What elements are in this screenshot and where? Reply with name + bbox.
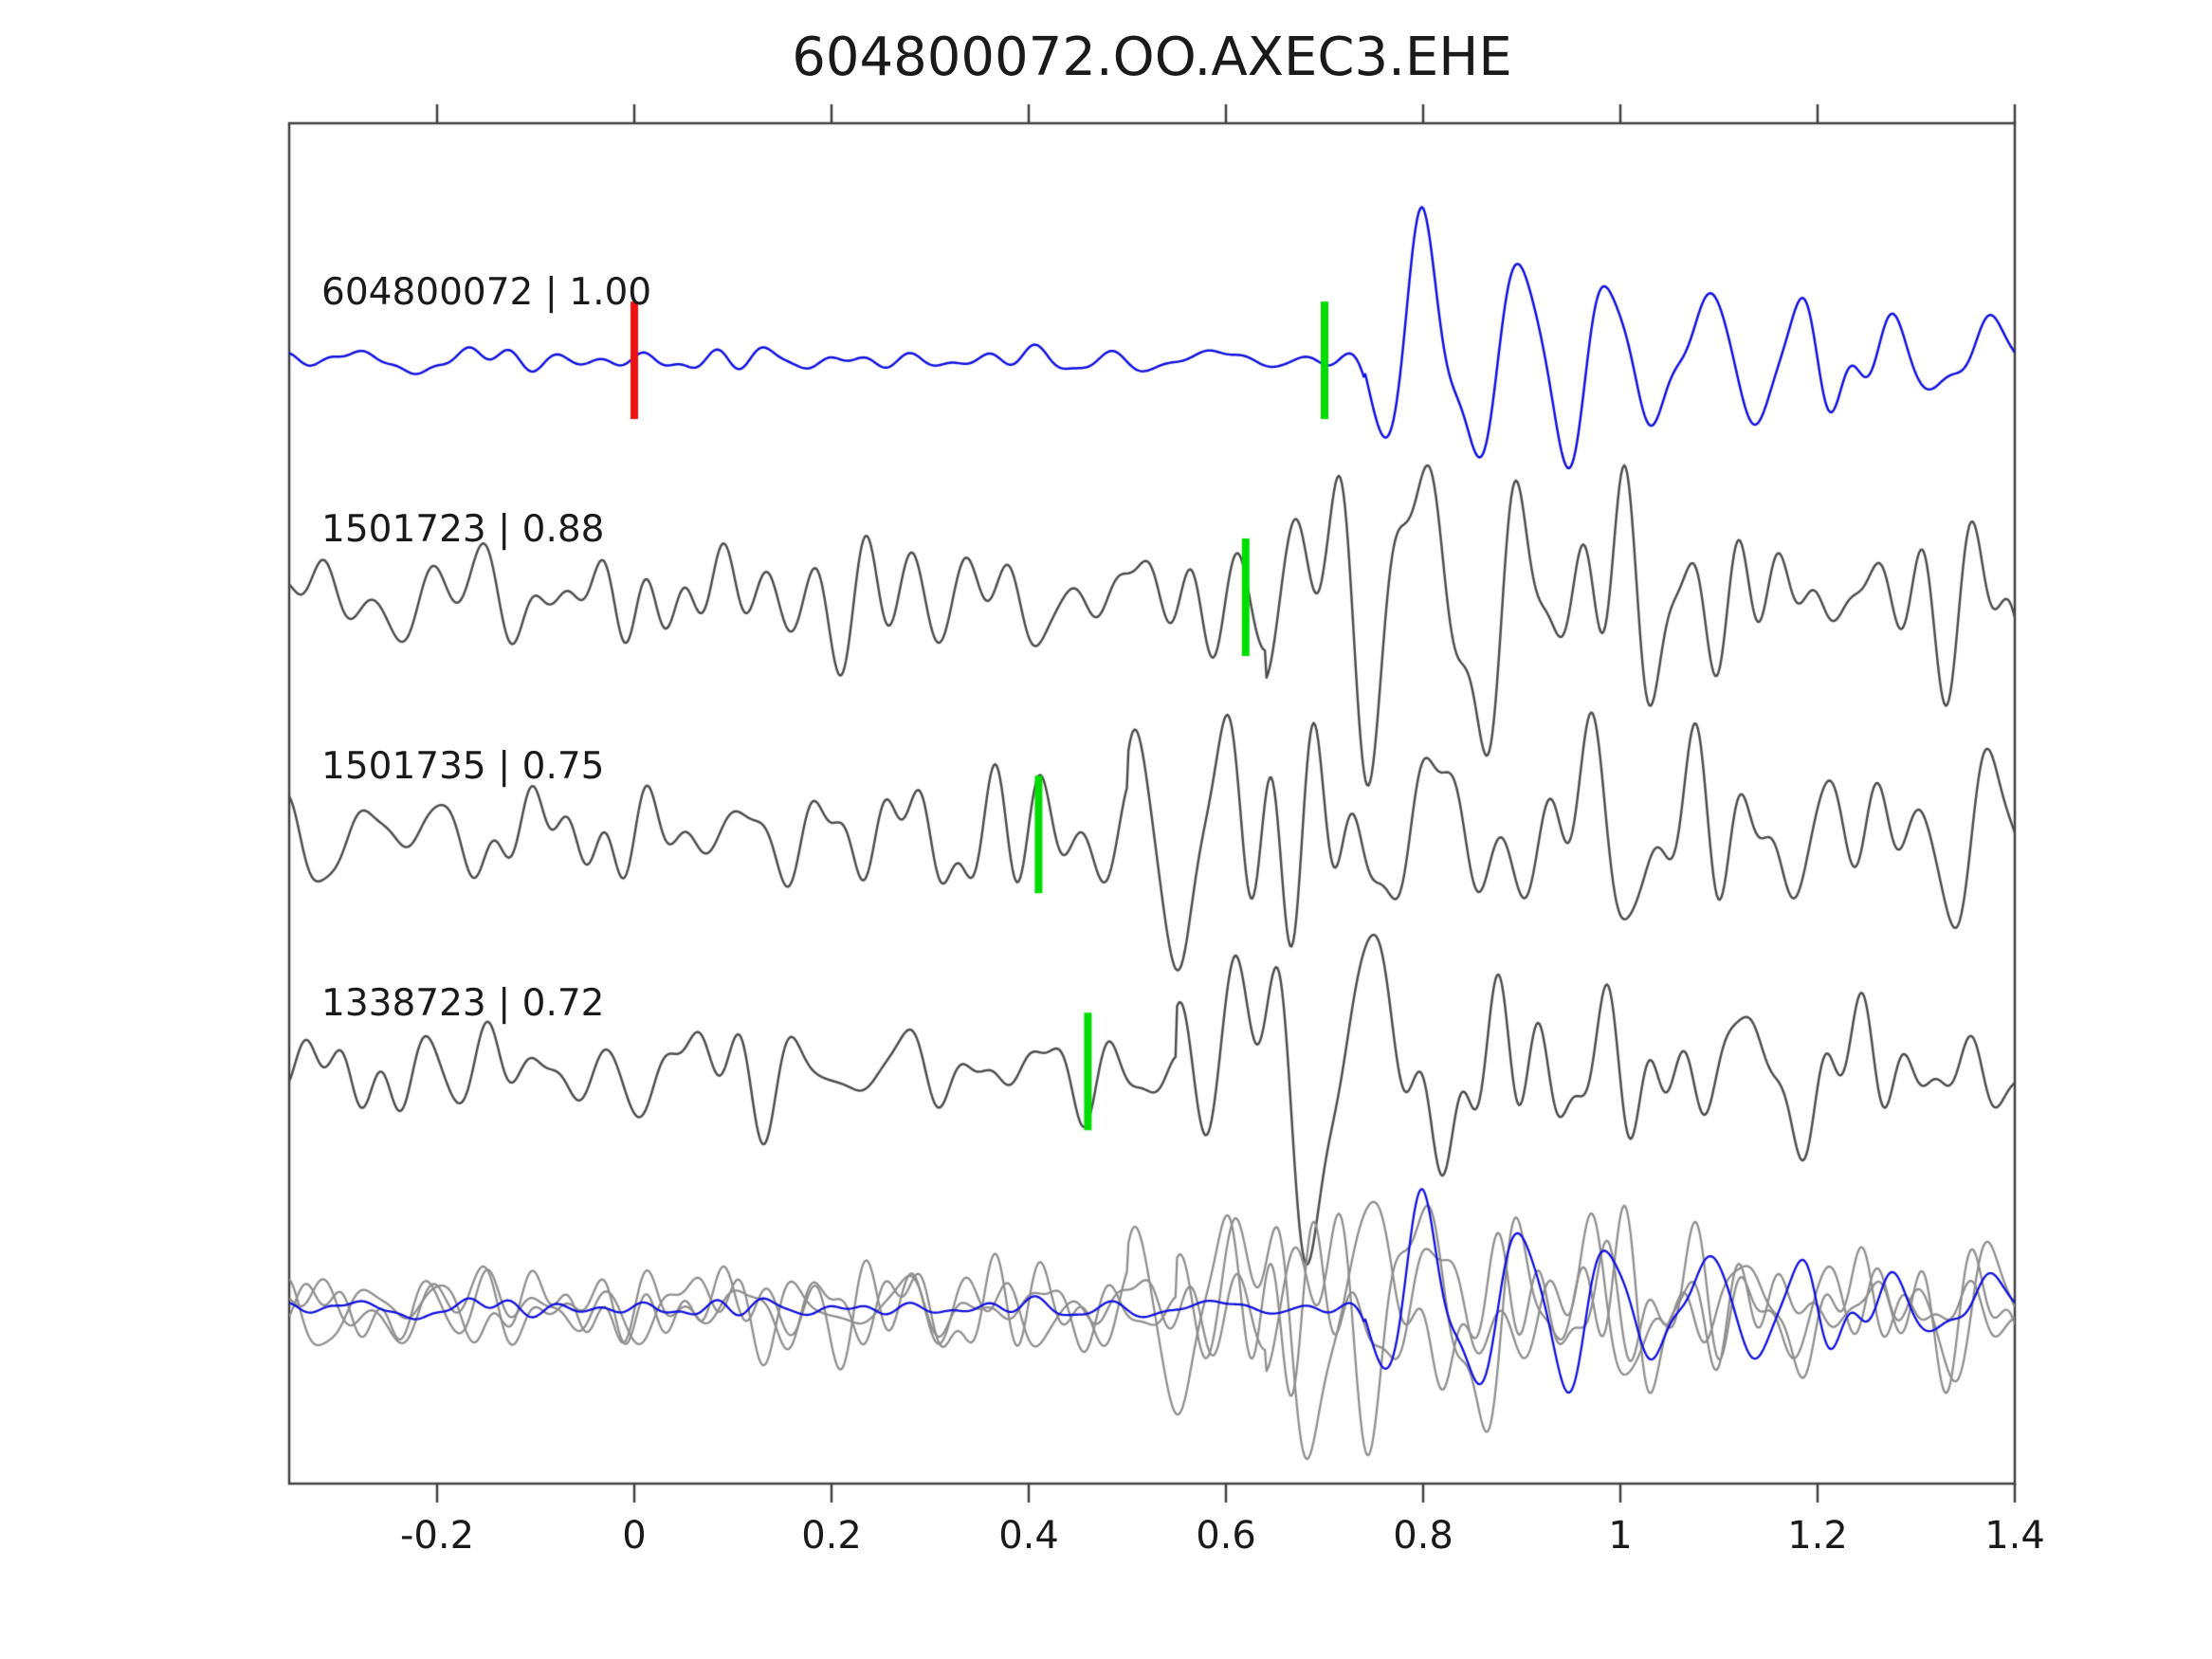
x-tick-label: -0.2 — [399, 1514, 475, 1558]
x-tick-label: 0.8 — [1393, 1514, 1453, 1558]
x-tick-label: 0.2 — [801, 1514, 862, 1558]
trace-label: 604800072 | 1.00 — [321, 271, 652, 315]
x-tick-label: 0.6 — [1196, 1514, 1256, 1558]
x-tick-label: 0.4 — [998, 1514, 1059, 1558]
trace-label: 1501723 | 0.88 — [321, 508, 605, 552]
chart-title: 604800072.OO.AXEC3.EHE — [792, 27, 1512, 88]
x-tick-label: 1.2 — [1787, 1514, 1848, 1558]
x-tick-label: 1 — [1608, 1514, 1633, 1558]
x-tick-label: 0 — [622, 1514, 647, 1558]
trace-label: 1338723 | 0.72 — [321, 982, 605, 1026]
trace-label: 1501735 | 0.75 — [321, 745, 605, 789]
x-tick-label: 1.4 — [1984, 1514, 2045, 1558]
